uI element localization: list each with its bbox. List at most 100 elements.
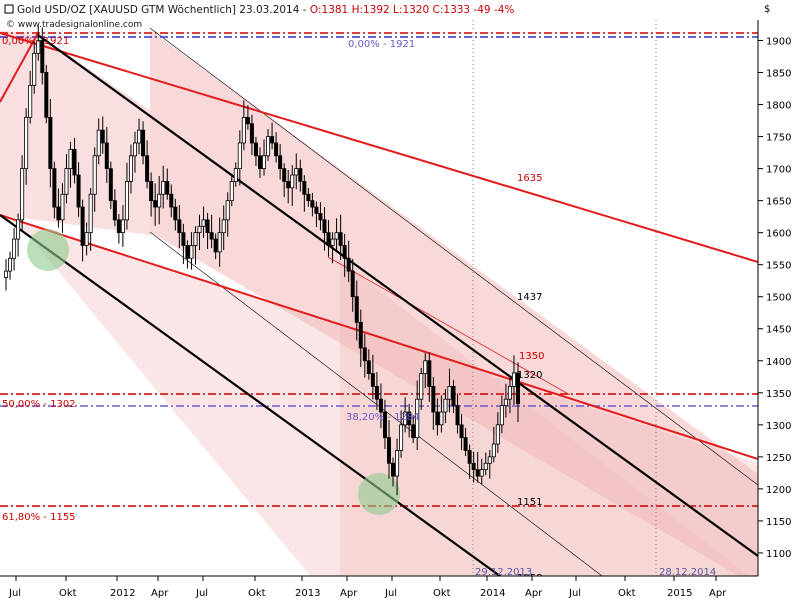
candle-down	[173, 206, 178, 221]
x-tick-label-15: Apr	[709, 588, 727, 599]
candle-down	[314, 206, 319, 214]
candle-down	[463, 437, 468, 451]
candle-up	[443, 398, 448, 413]
candle-up	[503, 398, 508, 407]
candle-up	[128, 155, 133, 182]
candle-up	[495, 424, 500, 445]
candle-down	[141, 129, 146, 157]
candle-down	[451, 385, 456, 407]
candle-down	[177, 219, 182, 234]
pressure-zone-fill	[0, 215, 758, 576]
x-tick-label-6: 2013	[295, 588, 320, 599]
x-tick-label-10: 2014	[480, 588, 505, 599]
x-tick-label-2: 2012	[110, 588, 135, 599]
candle-down	[80, 206, 85, 246]
candle-up	[92, 155, 97, 195]
candle-down	[346, 257, 351, 272]
candle-up	[294, 168, 299, 176]
candle-up	[290, 174, 295, 189]
candle-down	[185, 245, 190, 259]
candle-down	[338, 232, 343, 246]
x-tick-label-14: 2015	[667, 588, 692, 599]
candle-down	[455, 405, 460, 426]
candle-down	[310, 200, 315, 208]
y-tick-label-1550: 1550	[766, 261, 791, 272]
candle-up	[491, 443, 496, 458]
y-tick-label-1200: 1200	[766, 485, 791, 496]
x-tick-label-7: Apr	[340, 588, 358, 599]
candle-down	[354, 296, 359, 323]
date-label-29-12-2013: 29.12.2013	[475, 567, 532, 578]
close-change: C:1333 -49 -4%	[433, 4, 515, 16]
candle-down	[40, 40, 45, 73]
candle-up	[483, 462, 488, 471]
candle-up	[233, 168, 238, 182]
candle-up	[511, 372, 516, 387]
candle-down	[342, 245, 347, 259]
y-tick-label-1800: 1800	[766, 101, 791, 112]
candle-up	[64, 168, 69, 195]
candle-down	[298, 168, 303, 182]
candle-down	[112, 200, 117, 221]
x-tick-label-11: Apr	[525, 588, 543, 599]
x-tick-label-0: Jul	[8, 588, 21, 599]
candle-down	[427, 360, 432, 387]
candle-down	[153, 200, 158, 208]
candle-up	[399, 424, 404, 451]
candle-down	[302, 181, 307, 195]
candle-down	[467, 450, 472, 464]
candle-down	[181, 232, 186, 246]
candle-down	[245, 116, 250, 125]
y-tick-label-1100: 1100	[766, 549, 791, 560]
y-axis-ticks: 1100 1150 1200 1250 1300 1350 1400 1450 1500 1550…	[758, 36, 791, 560]
y-tick-label-1400: 1400	[766, 357, 791, 368]
candle-up	[423, 360, 428, 374]
candle-up	[193, 232, 198, 246]
candle-down	[116, 219, 121, 234]
candle-down	[213, 238, 218, 253]
candle-down	[104, 142, 109, 170]
candle-up	[241, 116, 246, 144]
annotation-1350: 1350	[519, 351, 544, 362]
y-tick-label-1250: 1250	[766, 453, 791, 464]
candle-down	[72, 148, 77, 176]
candle-up	[439, 411, 444, 426]
candlestick-series	[4, 25, 521, 496]
channel-line-upper	[149, 27, 758, 486]
candle-down	[165, 181, 170, 195]
candle-up	[262, 155, 267, 170]
candle-down	[52, 168, 57, 208]
y-tick-label-1900: 1900	[766, 36, 791, 47]
annotation-1151: 1151	[517, 497, 542, 508]
red-trendline-rise	[0, 32, 39, 103]
candle-up	[403, 411, 408, 426]
y-tick-label-1700: 1700	[766, 165, 791, 176]
title-marker-icon	[4, 4, 14, 14]
candle-down	[56, 206, 61, 221]
candle-down	[407, 411, 412, 426]
candle-down	[169, 193, 174, 208]
candle-down	[475, 469, 480, 477]
candle-up	[84, 232, 89, 246]
currency-label: $	[764, 4, 770, 15]
candle-up	[217, 232, 222, 253]
candle-up	[229, 181, 234, 202]
candle-down	[366, 360, 371, 374]
y-tick-label-1650: 1650	[766, 197, 791, 208]
ohlc-values: O:1381 H:1392 L:1320	[310, 4, 433, 16]
black-trendline-upper	[37, 34, 758, 557]
fib-0-label: 0,00% - 1921	[348, 39, 415, 50]
candle-down	[274, 142, 279, 157]
annotation-1058: 1058	[517, 573, 542, 584]
candle-down	[209, 232, 214, 240]
candle-up	[12, 238, 17, 259]
candle-down	[278, 155, 283, 170]
candle-down	[282, 168, 287, 182]
candle-down	[44, 72, 49, 118]
x-tick-label-9: Okt	[433, 588, 451, 599]
y-tick-label-1850: 1850	[766, 69, 791, 80]
candle-up	[133, 142, 138, 157]
candle-down	[205, 219, 210, 234]
chart-title: Gold USD/OZ [XAUUSD GTM Wöchentlich] 23.…	[17, 4, 514, 16]
